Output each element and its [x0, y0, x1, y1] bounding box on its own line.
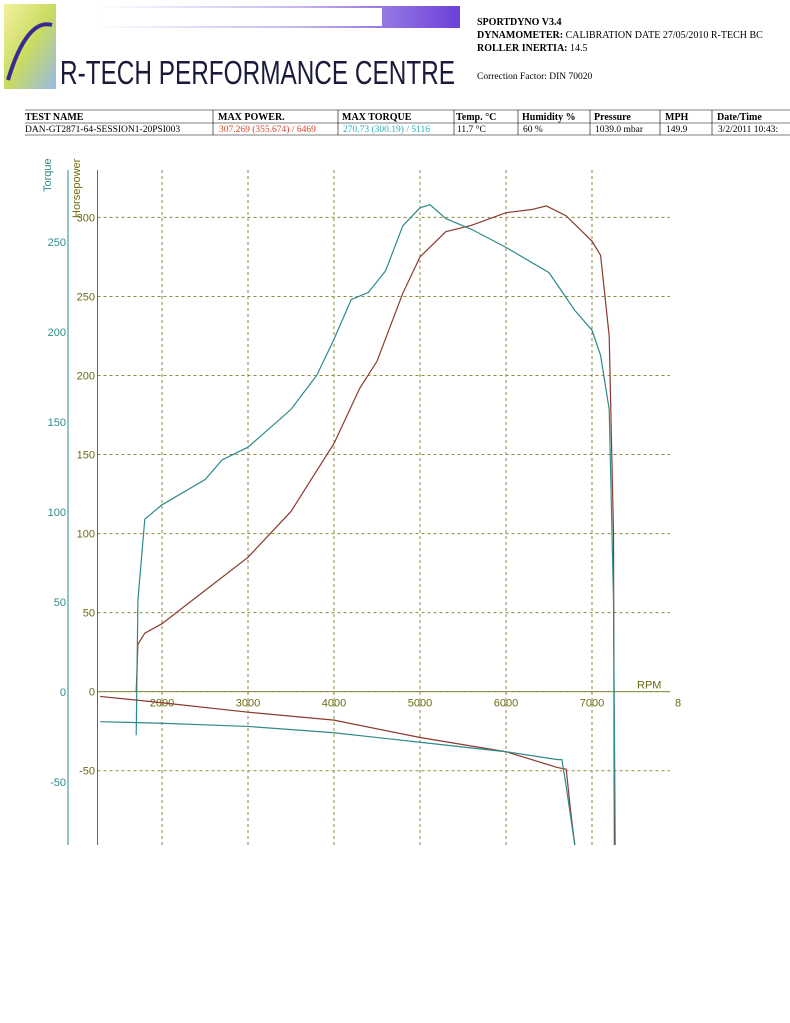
table-cell: 60 % [523, 125, 543, 135]
x-tick-label: 3000 [236, 698, 260, 710]
y-tick-label: 250 [77, 291, 95, 303]
y2-tick-label: 150 [48, 417, 66, 429]
table-cell: 11.7 °C [457, 124, 486, 135]
summary-table: TEST NAME MAX POWER. MAX TORQUE Temp. °C Hum… [25, 109, 790, 136]
logo-swoosh [6, 22, 53, 81]
x-tick-label: 4000 [322, 698, 346, 710]
y-tick-label: -50 [79, 766, 95, 778]
dynamometer-label: DYNAMOMETER: [477, 30, 563, 41]
dynamometer: DYNAMOMETER: CALIBRATION DATE 27/05/2010… [477, 30, 763, 41]
y2-tick-label: 250 [48, 237, 66, 249]
series-line [135, 205, 615, 846]
y2-tick-label: -50 [50, 777, 66, 789]
y-tick-label: 300 [77, 212, 95, 224]
series-line [135, 204, 616, 846]
column-header: MAX TORQUE [342, 112, 412, 123]
y-tick-label: 100 [77, 529, 95, 541]
column-header: Date/Time [717, 112, 762, 123]
column-header: TEST NAME [25, 112, 84, 123]
x-tick-label: 8 [675, 698, 681, 710]
dynamometer-value: CALIBRATION DATE 27/05/2010 R-TECH BC [566, 30, 764, 41]
table-cell: 1039.0 mbar [595, 125, 644, 135]
table-cell: 149.9 [666, 125, 688, 135]
y-axis-title: Horsepower [71, 158, 83, 218]
dyno-chart: -50 0 50 100 150 200 250 300 -50 0 50 100 150 200 250 2… [42, 158, 681, 846]
x-tick-label: 5000 [408, 698, 432, 710]
y-tick-label: 200 [77, 371, 95, 383]
column-header: MAX POWER. [218, 112, 285, 123]
series-line [100, 695, 576, 846]
header-bar-inner [97, 8, 382, 26]
y2-tick-label: 0 [60, 687, 66, 699]
table-cell: 3/2/2011 10:43: [718, 125, 778, 135]
series-line [100, 721, 576, 846]
software: SPORTDYNO V3.4 [477, 17, 561, 28]
roller-inertia: ROLLER INERTIA: 14.5 [477, 43, 588, 54]
y2-tick-label: 50 [54, 597, 66, 609]
y2-tick-label: 100 [48, 507, 66, 519]
x-axis-title: RPM [637, 680, 661, 692]
x-tick-label: 7000 [580, 698, 604, 710]
column-header: MPH [665, 112, 689, 123]
correction-factor: Correction Factor: DIN 70020 [477, 72, 593, 82]
roller-inertia-value: 14.5 [570, 43, 588, 54]
column-header: Temp. °C [456, 112, 496, 123]
table-cell: DAN-GT2871-64-SESSION1-20PSI003 [25, 125, 180, 135]
x-tick-label: 6000 [494, 698, 518, 710]
y-tick-label: 150 [77, 450, 95, 462]
column-header: Humidity % [522, 112, 576, 123]
roller-inertia-label: ROLLER INERTIA: [477, 43, 568, 54]
logo [4, 4, 56, 89]
table-cell: 307.269 (355.674) / 6469 [219, 124, 316, 135]
y-tick-label: 0 [89, 687, 95, 699]
y2-tick-label: 200 [48, 327, 66, 339]
table-cell: 270.73 (300.19) / 5116 [343, 124, 430, 135]
x-tick-label: 2000 [150, 698, 174, 710]
header-title: R-TECH PERFORMANCE CENTRE [60, 54, 455, 91]
column-header: Pressure [594, 112, 631, 123]
y-tick-label: 50 [83, 608, 95, 620]
y2-axis-title: Torque [42, 158, 54, 192]
